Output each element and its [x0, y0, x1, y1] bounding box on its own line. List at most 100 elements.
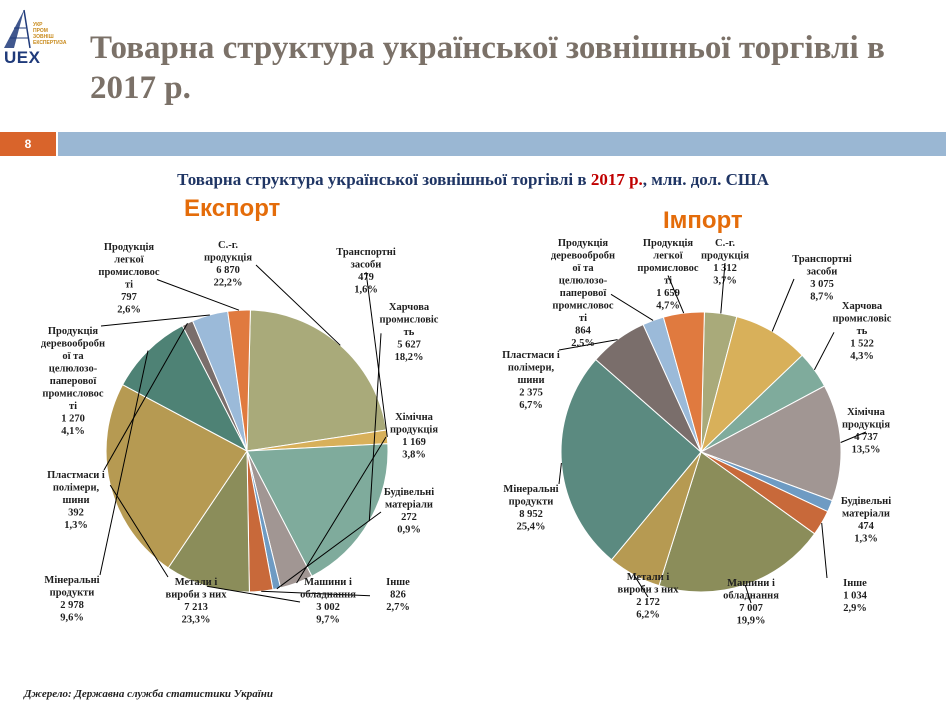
leader-line — [558, 462, 562, 485]
leader-line — [103, 322, 188, 471]
slice-label-line: 19,9% — [737, 616, 766, 627]
slice-label-line: 4,1% — [61, 426, 85, 437]
slice-label-line: 2,9% — [843, 603, 867, 614]
slice-label-line: продукція — [701, 251, 749, 262]
source-note: Джерело: Державна служба статистики Укра… — [24, 688, 274, 700]
slice-label-line: Продукція — [643, 238, 694, 249]
slice-label-line: продукція — [842, 420, 890, 431]
slice-label-line: 1,6% — [354, 285, 378, 296]
leader-line — [667, 275, 685, 314]
export-pie-slice-0 — [246, 309, 387, 452]
slice-label-line: полімери, — [53, 483, 100, 494]
leader-line — [821, 522, 828, 579]
leader-line — [276, 511, 382, 590]
logo-tower-icon — [4, 9, 31, 49]
leader-line — [771, 278, 795, 332]
slice-label-line: 9,6% — [60, 613, 84, 624]
slice-label-line: полімери, — [508, 363, 555, 374]
export-pie-slice-7 — [105, 384, 248, 569]
slice-label-line: матеріали — [842, 509, 890, 520]
slice-label-line: 4 737 — [854, 432, 878, 443]
logo-tagline: УКР ПРОМ ЗОВНІШ ЕКСПЕРТИЗА — [33, 22, 67, 46]
leader-line — [744, 584, 752, 604]
slice-label-line: 9,7% — [316, 615, 340, 626]
leader-line — [813, 332, 835, 371]
slice-label-line: Продукція — [104, 242, 155, 253]
chart-title-prefix: Товарна структура української зовнішньої… — [177, 170, 587, 189]
slice-label-line: вироби з них — [166, 590, 228, 601]
slice-label-line: продукти — [509, 497, 554, 508]
slice-label-line: легкої — [653, 251, 682, 262]
slice-label-line: Пластмаси і — [47, 470, 105, 481]
slice-label-line: промисловос — [98, 267, 160, 278]
slice-label-line: Хімічна — [847, 407, 886, 418]
slice-label-line: Будівельні — [841, 496, 891, 507]
slice-label-line: 1 659 — [656, 288, 680, 299]
slice-label-line: 2,6% — [117, 305, 141, 316]
slice-label-line: обладнання — [723, 591, 779, 602]
slice-label-line: 2 978 — [60, 600, 84, 611]
slice-label-line: 2 172 — [636, 597, 660, 608]
slice-label-line: Транспортні — [792, 254, 852, 265]
slice-label-line: продукція — [390, 425, 438, 436]
leader-line — [255, 264, 341, 346]
slice-label-line: Хімічна — [395, 412, 434, 423]
slice-label-line: 0,9% — [397, 525, 421, 536]
slice-label-line: Метали і — [627, 572, 670, 583]
slice-label-line: 2,5% — [571, 338, 595, 349]
slice-label-line: Машини і — [727, 578, 775, 589]
slice-label-line: 474 — [858, 521, 875, 532]
slice-label-line: 3 002 — [316, 602, 340, 613]
slice-label-line: 1,3% — [854, 534, 878, 545]
leader-line — [558, 339, 618, 351]
slice-label-line: С.-г. — [715, 238, 735, 249]
slice-label-line: паперової — [50, 376, 97, 387]
slice-label-line: 2,7% — [386, 602, 410, 613]
slice-label-line: шини — [62, 495, 89, 506]
slice-label-line: 23,3% — [182, 615, 211, 626]
slice-label-line: 3 075 — [810, 279, 834, 290]
slice-label-line: промисловос — [552, 301, 614, 312]
slice-label-line: Харчова — [389, 302, 430, 313]
uex-logo: УКР ПРОМ ЗОВНІШ ЕКСПЕРТИЗА UEX — [0, 8, 80, 67]
slice-label-line: 272 — [401, 512, 417, 523]
slice-label-line: промисловос — [637, 263, 699, 274]
slide-number: 8 — [0, 132, 56, 156]
leader-line — [365, 271, 388, 437]
slice-label-line: ої та — [572, 263, 594, 274]
chart-title-year: 2017 р. — [590, 170, 643, 189]
logo-text: UEX — [4, 48, 41, 67]
slice-label-line: 18,2% — [395, 352, 424, 363]
slice-label-line: 8 952 — [519, 509, 543, 520]
export-subtitle: Експорт — [184, 195, 281, 222]
slice-label-line: Транспортні — [336, 247, 396, 258]
slice-label-line: 797 — [121, 292, 137, 303]
slice-label-line: С.-г. — [218, 240, 238, 251]
slice-label-line: обладнання — [300, 590, 356, 601]
slice-label-line: промисловос — [42, 389, 104, 400]
slice-label-line: Будівельні — [384, 487, 434, 498]
import-subtitle: Імпорт — [663, 207, 743, 234]
slice-label-line: Продукція — [558, 238, 609, 249]
slice-label-line: ої та — [62, 351, 84, 362]
slice-label-line: 479 — [358, 272, 374, 283]
slice-label-line: Мінеральні — [44, 575, 99, 586]
slice-label-line: ть — [404, 327, 415, 338]
slice-label-line: Продукція — [48, 326, 99, 337]
slice-label-line: ті — [579, 313, 587, 324]
slice-label-line: деревообробн — [551, 251, 615, 262]
